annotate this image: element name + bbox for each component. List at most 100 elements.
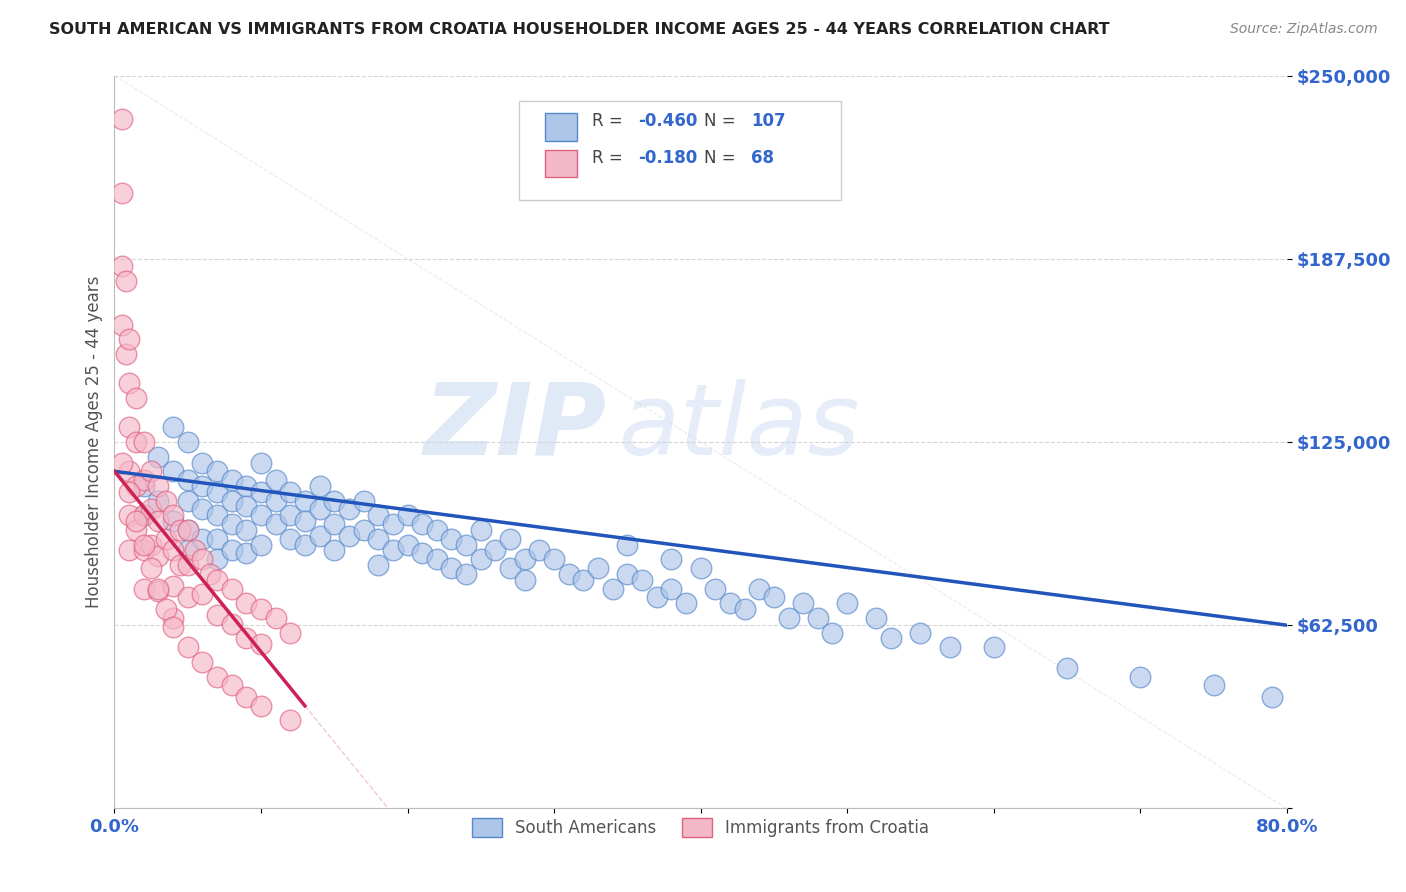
Point (1056, 661, 1078, 675)
Point (294, 493, 316, 508)
Point (718, 596, 741, 610)
Point (221, 678, 243, 692)
Text: ZIP: ZIP (423, 379, 607, 475)
Point (659, 582, 682, 596)
Point (132, 434, 155, 449)
Point (139, 464, 162, 478)
Point (264, 493, 287, 508)
Point (176, 493, 198, 508)
Point (440, 532, 463, 546)
Point (162, 508, 184, 523)
Point (148, 584, 170, 599)
Point (148, 514, 170, 528)
Point (557, 566, 579, 581)
Point (235, 523, 257, 537)
Point (353, 493, 375, 508)
Point (115, 347, 138, 361)
Point (631, 573, 654, 587)
Point (139, 502, 162, 516)
Point (125, 479, 148, 493)
Point (205, 484, 228, 499)
Point (426, 523, 449, 537)
Point (616, 566, 638, 581)
Point (205, 669, 228, 683)
Point (205, 464, 228, 478)
Point (205, 573, 228, 587)
Text: 68: 68 (751, 149, 775, 167)
Point (235, 632, 257, 646)
Point (337, 529, 360, 543)
Point (132, 543, 155, 558)
Point (132, 538, 155, 552)
Point (191, 456, 214, 470)
Point (176, 523, 198, 537)
Point (198, 566, 221, 581)
Point (484, 543, 506, 558)
Point (250, 698, 273, 713)
Point (191, 502, 214, 516)
Point (337, 502, 360, 516)
Point (155, 602, 177, 616)
Point (250, 484, 273, 499)
Point (499, 561, 522, 575)
Point (572, 573, 595, 587)
FancyBboxPatch shape (519, 101, 841, 200)
Point (264, 611, 287, 625)
Point (250, 456, 273, 470)
Point (169, 523, 191, 537)
Point (689, 561, 711, 575)
Point (278, 532, 301, 546)
Point (125, 391, 148, 405)
Point (111, 456, 134, 470)
Text: -0.460: -0.460 (638, 112, 697, 130)
Point (983, 640, 1005, 655)
Point (308, 479, 330, 493)
Point (111, 112, 134, 127)
Point (367, 558, 389, 573)
Point (470, 552, 492, 566)
Point (148, 450, 170, 464)
Point (148, 549, 170, 564)
Point (205, 552, 228, 566)
Point (938, 640, 960, 655)
Y-axis label: Householder Income Ages 25 - 44 years: Householder Income Ages 25 - 44 years (86, 276, 103, 608)
Point (132, 473, 155, 487)
Point (176, 434, 198, 449)
Point (176, 543, 198, 558)
Point (323, 493, 346, 508)
Point (132, 479, 155, 493)
Point (118, 543, 141, 558)
Point (162, 620, 184, 634)
Point (367, 532, 389, 546)
Point (278, 625, 301, 640)
Point (645, 591, 668, 605)
Point (704, 582, 727, 596)
Point (865, 611, 887, 625)
Point (205, 607, 228, 622)
Point (778, 611, 800, 625)
Point (734, 602, 756, 616)
Point (118, 464, 141, 478)
Point (910, 625, 932, 640)
Point (148, 493, 170, 508)
Point (396, 508, 419, 523)
Point (162, 611, 184, 625)
Point (792, 596, 814, 610)
Point (308, 529, 330, 543)
Point (456, 538, 478, 552)
Point (235, 596, 257, 610)
Point (880, 632, 903, 646)
Point (1202, 678, 1225, 692)
Text: N =: N = (704, 149, 735, 167)
Point (184, 543, 207, 558)
Point (278, 508, 301, 523)
Point (176, 640, 198, 655)
Point (235, 479, 257, 493)
Point (513, 573, 536, 587)
Point (155, 493, 177, 508)
Point (221, 517, 243, 532)
Point (586, 561, 609, 575)
Point (529, 543, 551, 558)
Point (513, 552, 536, 566)
Point (235, 500, 257, 514)
